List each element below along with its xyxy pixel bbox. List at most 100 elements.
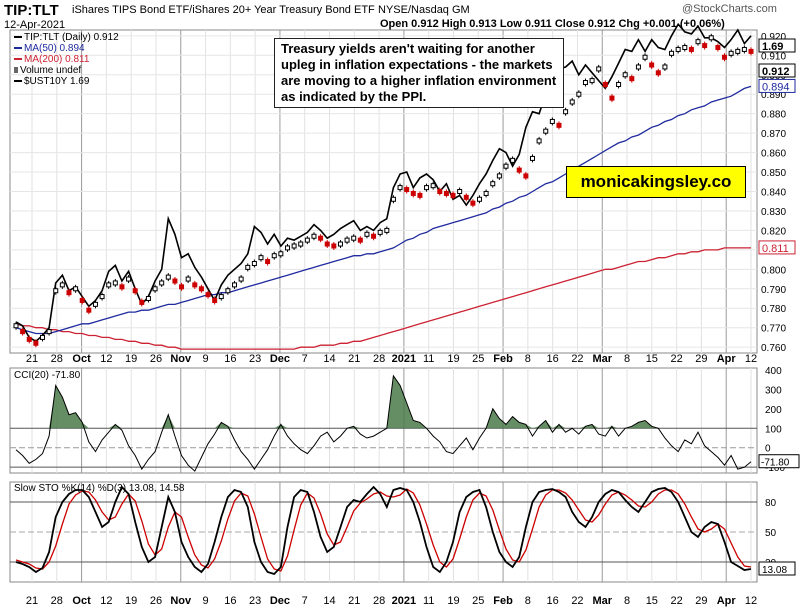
price-bar: [642, 54, 648, 60]
price-bar: [119, 284, 125, 290]
price-y-tick-label: 0.790: [761, 285, 786, 296]
price-bar: [708, 35, 714, 41]
price-bar: [430, 183, 436, 189]
price-bar: [655, 70, 661, 76]
ma50-line: [15, 85, 752, 335]
price-bar: [496, 173, 502, 179]
price-bar: [549, 118, 555, 124]
price-bar: [337, 241, 343, 247]
price-bar: [748, 48, 754, 54]
x-tick-label-0: 21: [26, 353, 38, 365]
price-y-tick-label: 0.780: [761, 304, 786, 315]
x-tick-label-0: 19: [447, 353, 459, 365]
price-bar: [185, 276, 191, 282]
price-bar: [86, 307, 92, 313]
symbol-title: TIP:TLT: [4, 2, 59, 19]
price-y-tick-label: 0.800: [761, 265, 786, 276]
cci-y-tick-label: 0: [765, 444, 771, 455]
x-tick-label-1: 9: [202, 595, 208, 607]
x-tick-label-0: 15: [646, 353, 658, 365]
price-bar: [371, 233, 377, 239]
price-bar: [404, 187, 410, 193]
price-bar: [722, 54, 728, 60]
x-tick-label-1: 16: [224, 595, 236, 607]
price-bar: [569, 99, 575, 105]
price-bar: [225, 288, 231, 294]
price-bar: [477, 196, 483, 202]
x-tick-label-0: Nov: [170, 353, 192, 365]
price-bar: [682, 45, 688, 51]
price-bar: [298, 241, 304, 247]
price-bar: [92, 301, 98, 307]
price-bar: [284, 245, 290, 251]
price-bar: [616, 81, 622, 87]
cci-y-tick-label: 400: [765, 366, 782, 377]
x-tick-label-0: 26: [150, 353, 162, 365]
legend-ust10y-label: $UST10Y 1.69: [24, 76, 90, 87]
price-bar: [238, 276, 244, 282]
x-tick-label-0: 19: [125, 353, 137, 365]
brand-label: monicakingsley.co: [566, 166, 746, 198]
x-tick-label-1: Oct: [72, 595, 91, 607]
price-bar: [344, 237, 350, 243]
x-tick-label-0: 28: [373, 353, 385, 365]
price-bar: [457, 189, 463, 194]
price-bar: [324, 241, 330, 247]
x-tick-label-1: 22: [571, 595, 583, 607]
price-bar: [251, 260, 257, 266]
price-bar: [33, 340, 39, 346]
price-bar: [311, 233, 317, 239]
price-bar: [424, 185, 430, 191]
x-tick-label-1: 21: [348, 595, 360, 607]
price-bar: [179, 284, 185, 290]
price-bar: [198, 286, 204, 292]
x-tick-label-0: 2021: [392, 353, 416, 365]
sto-k-line: [15, 485, 752, 576]
x-tick-label-0: 21: [348, 353, 360, 365]
price-bar: [490, 181, 496, 187]
x-tick-label-1: 28: [51, 595, 63, 607]
ma200-line: [15, 247, 751, 350]
x-tick-label-0: 22: [571, 353, 583, 365]
exchange-label: NYSE/Nasdaq GM: [378, 4, 470, 16]
x-tick-label-0: Dec: [270, 353, 290, 365]
price-bar: [437, 189, 443, 194]
last-value-tag: [758, 78, 796, 93]
x-tick-label-1: 7: [302, 595, 308, 607]
cci-y-tick-label: -100: [765, 463, 785, 474]
price-bar: [602, 81, 608, 87]
legend-ma50: MA(50) 0.894: [14, 44, 119, 54]
last-value-tag: [758, 63, 796, 78]
price-bar: [609, 95, 615, 101]
last-value-label: 0.912: [762, 66, 790, 78]
price-y-tick-label: 0.770: [761, 324, 786, 335]
x-tick-label-0: 22: [670, 353, 682, 365]
price-bar: [622, 72, 628, 78]
x-tick-label-0: 23: [249, 353, 261, 365]
price-bar: [172, 278, 178, 284]
price-bar: [271, 253, 277, 259]
price-y-tick-label: 0.820: [761, 226, 786, 237]
cci-y-tick-label: 200: [765, 405, 782, 416]
x-tick-label-0: Oct: [72, 353, 91, 365]
price-bar: [741, 46, 747, 52]
price-bar: [688, 46, 694, 52]
price-bar: [675, 46, 681, 52]
price-bar: [331, 243, 337, 249]
x-tick-label-1: Apr: [717, 595, 737, 607]
x-tick-label-1: 8: [525, 595, 531, 607]
x-tick-label-1: 29: [695, 595, 707, 607]
price-bar: [596, 66, 602, 72]
x-tick-label-1: 16: [547, 595, 559, 607]
chart-date: 12-Apr-2021: [4, 19, 66, 31]
x-tick-label-1: 12: [745, 595, 757, 607]
price-bar: [139, 299, 145, 305]
watermark: @StockCharts.com: [682, 3, 777, 15]
last-value-tag: [758, 240, 796, 255]
x-tick-label-0: 11: [423, 353, 434, 365]
legend-ma200: MA(200) 0.811: [14, 55, 119, 65]
price-bar: [543, 128, 549, 134]
x-tick-label-1: 2021: [392, 595, 416, 607]
price-bar: [79, 297, 85, 303]
price-bar: [46, 329, 52, 335]
